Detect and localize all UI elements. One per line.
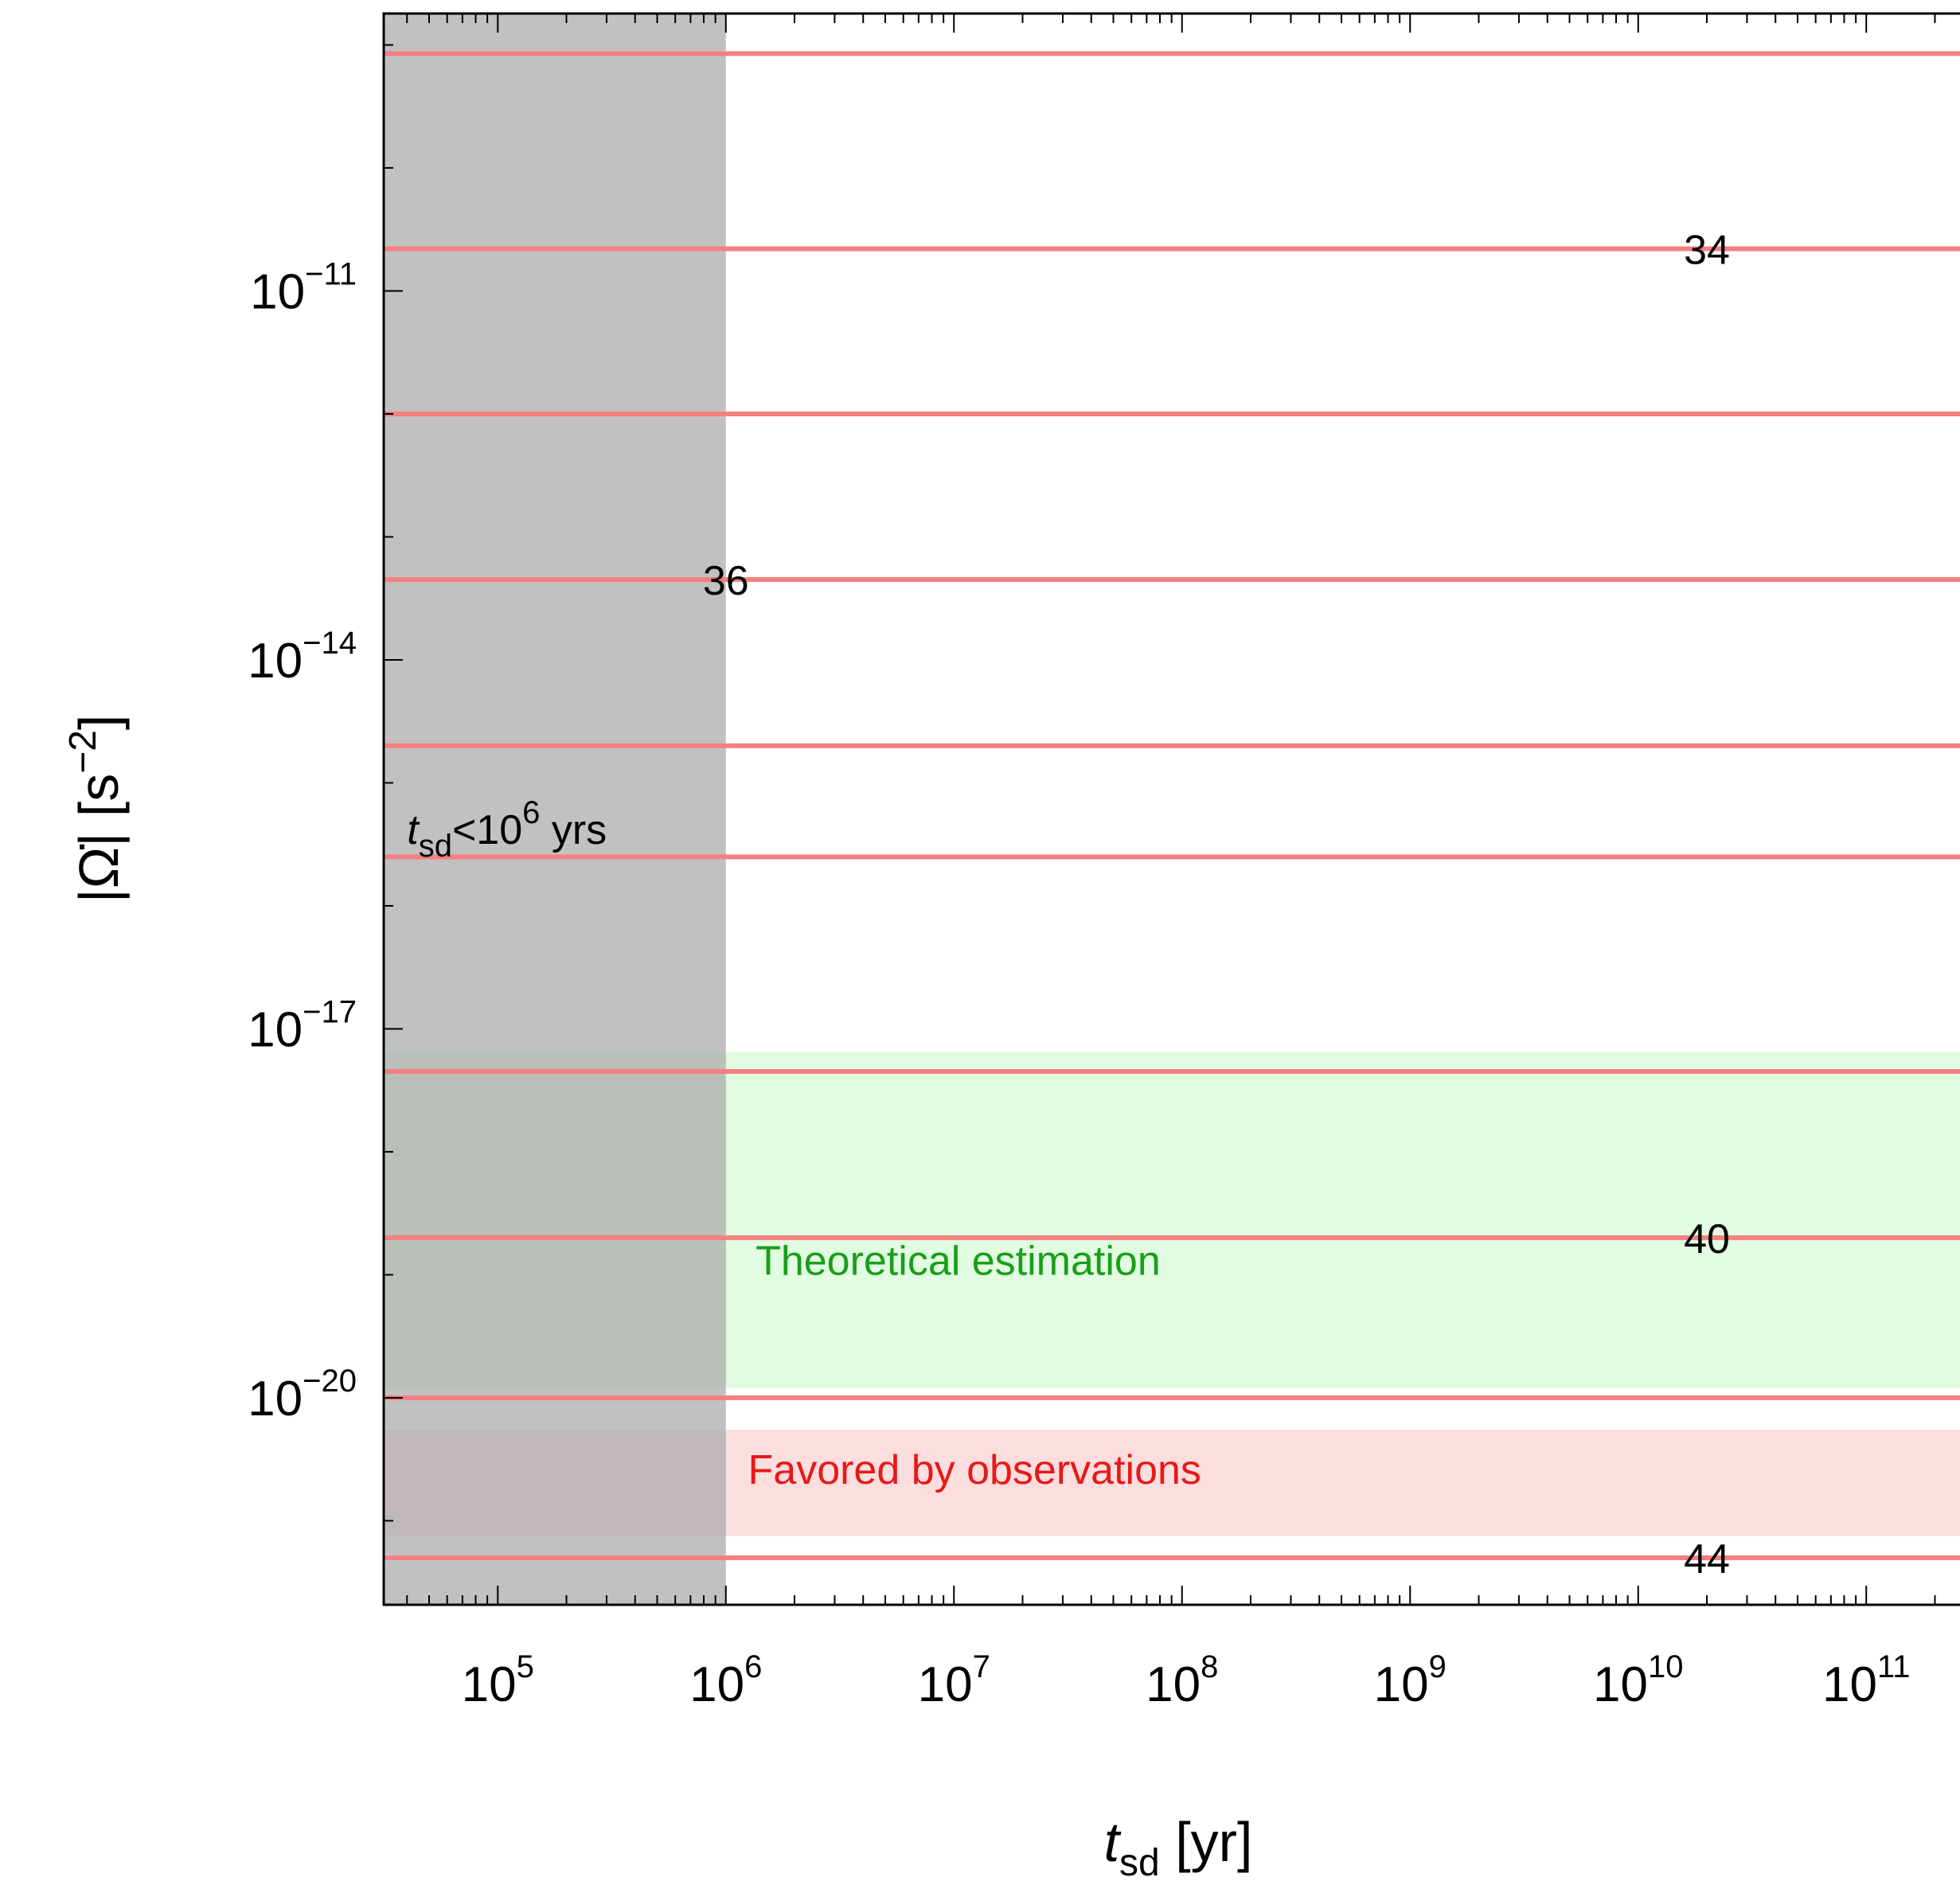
y-tick-label: 10−17 bbox=[248, 994, 357, 1057]
x-tick-label: 106 bbox=[689, 1649, 762, 1712]
line-label-44: 44 bbox=[1684, 1536, 1730, 1582]
y-axis-tick-labels: 10−11 10−14 10−17 10−20 bbox=[248, 256, 357, 1426]
plot-frame bbox=[382, 12, 1960, 1606]
x-tick-label: 1010 bbox=[1593, 1649, 1683, 1712]
line-labels: 34 36 40 44 bbox=[703, 228, 1730, 1582]
line-label-34: 34 bbox=[1684, 228, 1730, 274]
x-tick-label: 108 bbox=[1146, 1649, 1218, 1712]
annotation-theory-label: Theoretical estimation bbox=[755, 1238, 1161, 1284]
annotation-obs-label: Favored by observations bbox=[748, 1447, 1201, 1493]
annotations: tsd<106 yrs Theoretical estimation Favored… bbox=[407, 795, 1201, 1493]
shaded-regions bbox=[384, 14, 1960, 1605]
x-tick-label: 1011 bbox=[1822, 1649, 1911, 1712]
y-axis-title: |Ω̇| [s−2] bbox=[62, 715, 130, 903]
x-axis-ticks bbox=[406, 14, 1936, 1605]
x-axis-tick-labels: 105 106 107 108 109 1010 1011 bbox=[462, 1649, 1911, 1712]
x-axis-title: tsd [yr] bbox=[1104, 1811, 1253, 1881]
line-label-36: 36 bbox=[703, 558, 749, 604]
x-tick-label: 107 bbox=[918, 1649, 990, 1712]
annotation-excluded-label: tsd<106 yrs bbox=[407, 795, 607, 864]
trajectory-lines bbox=[384, 51, 1960, 1560]
y-tick-label: 10−20 bbox=[248, 1364, 357, 1426]
x-tick-label: 109 bbox=[1374, 1649, 1447, 1712]
x-tick-label: 105 bbox=[462, 1649, 534, 1712]
y-axis-ticks bbox=[384, 44, 403, 1522]
y-tick-label: 10−14 bbox=[248, 626, 357, 689]
y-tick-label: 10−11 bbox=[250, 256, 357, 319]
line-label-40: 40 bbox=[1684, 1216, 1730, 1262]
region-excluded bbox=[384, 14, 726, 1605]
